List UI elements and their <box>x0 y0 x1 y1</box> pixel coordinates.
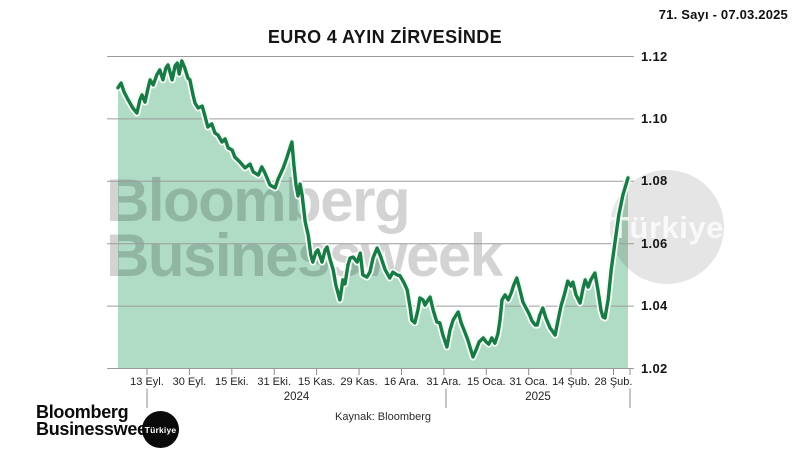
x-tick-label: 15 Kas. <box>297 376 336 388</box>
x-tick-label: 31 Ara. <box>426 376 462 388</box>
year-dividers <box>146 388 631 408</box>
logo-line1: Bloomberg <box>36 402 129 422</box>
gridlines <box>107 56 634 369</box>
price-area <box>118 60 628 369</box>
x-tick-label: 13 Eyl. <box>130 376 164 388</box>
y-tick-label: 1.02 <box>641 360 668 376</box>
y-tick-label: 1.04 <box>641 298 668 314</box>
turkiye-logo-badge-label: Türkiye <box>144 424 177 435</box>
logo-line2: Businessweek <box>36 418 157 439</box>
source-note: Kaynak: Bloomberg <box>335 411 431 423</box>
x-tick-label: 14 Şub. <box>552 376 591 388</box>
x-tick-label: 29 Kas. <box>340 376 378 388</box>
price-line <box>116 59 630 359</box>
turkiye-watermark-circle <box>610 170 724 284</box>
bloomberg-businessweek-logo: Bloomberg Businessweek <box>36 402 157 439</box>
x-tick-label: 28 Şub. <box>594 376 633 388</box>
y-tick-label: 1.10 <box>641 110 668 126</box>
y-tick-label: 1.06 <box>641 235 668 251</box>
x-tick-label: 31 Oca. <box>509 376 548 388</box>
y-tick-label: 1.12 <box>641 48 668 64</box>
year-label: 2024 <box>283 391 310 403</box>
x-tick-label: 31 Eki. <box>257 376 292 388</box>
issue-date: 71. Sayı - 07.03.2025 <box>658 7 788 22</box>
x-tick-label: 30 Eyl. <box>172 376 207 388</box>
x-tick-label: 15 Eki. <box>214 376 249 388</box>
x-tick-label: 16 Ara. <box>384 376 419 388</box>
x-tick-label: 15 Oca. <box>467 376 506 388</box>
turkiye-watermark-label: Türkiye <box>610 210 724 245</box>
x-ticks <box>146 368 631 375</box>
year-label: 2025 <box>525 391 551 403</box>
y-tick-label: 1.08 <box>641 173 668 189</box>
turkiye-logo-badge: Türkiye <box>142 411 179 448</box>
chart-title: EURO 4 AYIN ZİRVESİNDE <box>267 27 503 47</box>
